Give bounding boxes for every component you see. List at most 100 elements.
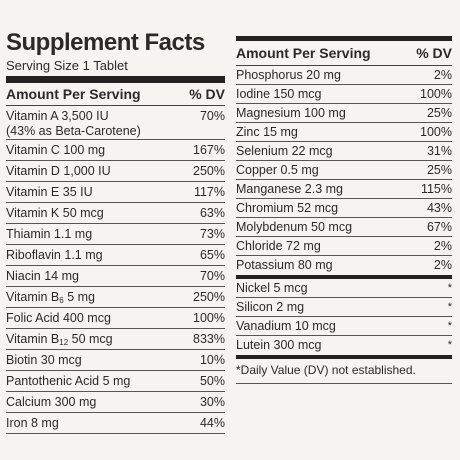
nutrient-name: Nickel 5 mcg: [236, 281, 308, 295]
nutrient-row: Folic Acid 400 mcg 100%: [6, 308, 225, 329]
amount-header: Amount Per Serving: [236, 45, 371, 61]
nutrient-name: Vitamin B12 50 mcg: [6, 332, 113, 347]
other-ingredients-list: Nickel 5 mcg * Silicon 2 mg * Vanadium 10 …: [236, 279, 452, 355]
dv-header: % DV: [416, 45, 452, 61]
nutrient-name: Zinc 15 mg: [236, 125, 298, 139]
nutrient-name: Vitamin B6 5 mg: [6, 290, 95, 305]
section-divider: [236, 275, 452, 279]
nutrient-dv: 25%: [426, 163, 452, 177]
nutrient-dv: 833%: [193, 332, 225, 346]
nutrient-dv: 100%: [193, 311, 225, 325]
nutrient-row: Vitamin B12 50 mcg 833%: [6, 329, 225, 350]
nutrient-dv: 50%: [199, 374, 225, 388]
nutrient-name: Calcium 300 mg: [6, 395, 97, 409]
nutrient-name: Pantothenic Acid 5 mg: [6, 374, 131, 388]
nutrient-row: Copper 0.5 mg 25%: [236, 161, 452, 180]
nutrient-dv: 10%: [199, 353, 225, 367]
nutrient-name: Thiamin 1.1 mg: [6, 227, 93, 241]
nutrient-dv: 2%: [433, 239, 452, 253]
nutrient-dv: 250%: [193, 290, 225, 304]
nutrient-dv: *: [447, 282, 452, 294]
nutrient-row: Iodine 150 mcg 100%: [236, 85, 452, 104]
nutrient-row: Niacin 14 mg 70%: [6, 266, 225, 287]
nutrient-dv: *: [447, 339, 452, 351]
nutrient-dv: *: [447, 320, 452, 332]
nutrient-name: Phosphorus 20 mg: [236, 68, 341, 82]
nutrient-name: Iodine 150 mcg: [236, 87, 322, 101]
nutrient-dv: 67%: [426, 220, 452, 234]
nutrient-row: Chloride 72 mg 2%: [236, 237, 452, 256]
mineral-list: Phosphorus 20 mg 2% Iodine 150 mcg 100% Ma…: [236, 66, 452, 275]
dv-header: % DV: [189, 86, 225, 102]
nutrient-dv: *: [447, 301, 452, 313]
nutrient-row: Vitamin B6 5 mg 250%: [6, 287, 225, 308]
nutrient-name: Vitamin E 35 IU: [6, 185, 93, 199]
thick-divider: [236, 36, 452, 41]
nutrient-row: Lutein 300 mcg *: [236, 336, 452, 355]
nutrient-row: Thiamin 1.1 mg 73%: [6, 224, 225, 245]
nutrient-name: Magnesium 100 mg: [236, 106, 346, 120]
nutrient-row: Vitamin K 50 mcg 63%: [6, 203, 225, 224]
nutrient-row: Pantothenic Acid 5 mg 50%: [6, 371, 225, 392]
nutrient-name: Molybdenum 50 mcg: [236, 220, 353, 234]
nutrient-name: Manganese 2.3 mg: [236, 182, 344, 196]
nutrient-name: Selenium 22 mcg: [236, 144, 333, 158]
nutrient-row: Magnesium 100 mg 25%: [236, 104, 452, 123]
nutrient-dv: 70%: [199, 109, 225, 123]
supplement-facts-right-column: Amount Per Serving % DV Phosphorus 20 mg…: [236, 36, 452, 384]
nutrient-row: Vanadium 10 mcg *: [236, 317, 452, 336]
nutrient-row: Potassium 80 mg 2%: [236, 256, 452, 275]
nutrient-row: Manganese 2.3 mg 115%: [236, 180, 452, 199]
nutrient-row: Zinc 15 mg 100%: [236, 123, 452, 142]
nutrient-name: Vitamin A 3,500 IU (43% as Beta-Carotene…: [6, 109, 141, 138]
nutrient-dv: 115%: [420, 182, 452, 196]
nutrient-name: Vitamin K 50 mcg: [6, 206, 104, 220]
nutrient-row: Phosphorus 20 mg 2%: [236, 66, 452, 85]
nutrient-name: Biotin 30 mcg: [6, 353, 82, 367]
nutrient-row: Vitamin A 3,500 IU (43% as Beta-Carotene…: [6, 106, 225, 140]
nutrient-row: Vitamin E 35 IU 117%: [6, 182, 225, 203]
nutrient-dv: 100%: [420, 125, 452, 139]
nutrient-dv: 100%: [420, 87, 452, 101]
nutrient-dv: 2%: [433, 258, 452, 272]
supplement-facts-left-column: Supplement Facts Serving Size 1 Tablet A…: [6, 30, 225, 434]
nutrient-dv: 73%: [199, 227, 225, 241]
nutrient-row: Nickel 5 mcg *: [236, 279, 452, 298]
nutrient-row: Biotin 30 mcg 10%: [6, 350, 225, 371]
nutrient-row: Riboflavin 1.1 mg 65%: [6, 245, 225, 266]
nutrient-row: Chromium 52 mcg 43%: [236, 199, 452, 218]
nutrient-name: Chromium 52 mcg: [236, 201, 339, 215]
nutrient-dv: 30%: [199, 395, 225, 409]
nutrient-name: Iron 8 mg: [6, 416, 59, 430]
nutrient-row: Vitamin D 1,000 IU 250%: [6, 161, 225, 182]
nutrient-name: Vanadium 10 mcg: [236, 319, 336, 333]
nutrient-dv: 63%: [199, 206, 225, 220]
nutrient-row: Silicon 2 mg *: [236, 298, 452, 317]
nutrient-note: (43% as Beta-Carotene): [6, 124, 141, 138]
nutrient-dv: 44%: [199, 416, 225, 430]
nutrient-name: Vitamin C 100 mg: [6, 143, 106, 157]
column-header: Amount Per Serving % DV: [236, 41, 452, 66]
nutrient-name: Niacin 14 mg: [6, 269, 79, 283]
nutrient-dv: 250%: [193, 164, 225, 178]
thick-divider: [6, 76, 225, 83]
nutrient-row: Molybdenum 50 mcg 67%: [236, 218, 452, 237]
nutrient-dv: 117%: [193, 185, 225, 199]
nutrient-dv: 2%: [433, 68, 452, 82]
nutrient-row: Iron 8 mg 44%: [6, 413, 225, 434]
nutrient-dv: 167%: [193, 143, 225, 157]
nutrient-row: Vitamin C 100 mg 167%: [6, 140, 225, 161]
nutrient-name: Copper 0.5 mg: [236, 163, 319, 177]
nutrient-row: Calcium 300 mg 30%: [6, 392, 225, 413]
section-divider: [236, 355, 452, 359]
amount-header: Amount Per Serving: [6, 86, 141, 102]
nutrient-name: Vitamin D 1,000 IU: [6, 164, 111, 178]
nutrient-dv: 31%: [426, 144, 452, 158]
nutrient-row: Selenium 22 mcg 31%: [236, 142, 452, 161]
column-header: Amount Per Serving % DV: [6, 83, 225, 106]
nutrient-name: Riboflavin 1.1 mg: [6, 248, 103, 262]
nutrient-name: Lutein 300 mcg: [236, 338, 322, 352]
serving-size: Serving Size 1 Tablet: [6, 58, 128, 73]
nutrient-dv: 70%: [199, 269, 225, 283]
nutrient-name: Folic Acid 400 mcg: [6, 311, 111, 325]
